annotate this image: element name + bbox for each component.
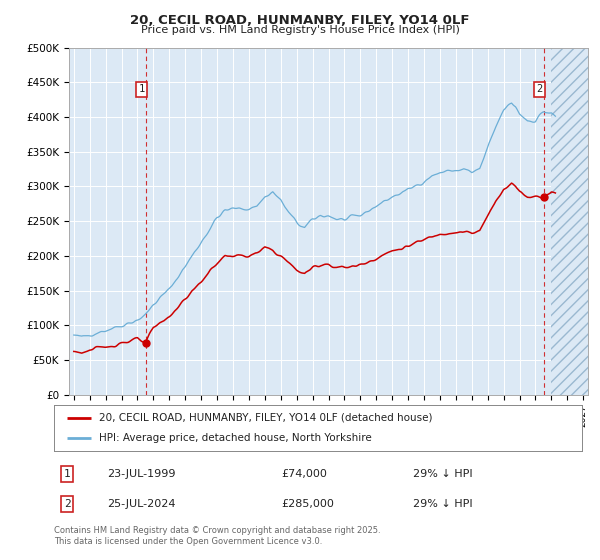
Text: £74,000: £74,000 — [281, 469, 327, 479]
Text: 25-JUL-2024: 25-JUL-2024 — [107, 499, 175, 509]
Text: 20, CECIL ROAD, HUNMANBY, FILEY, YO14 0LF (detached house): 20, CECIL ROAD, HUNMANBY, FILEY, YO14 0L… — [99, 413, 433, 423]
Text: 2: 2 — [64, 499, 71, 509]
Text: HPI: Average price, detached house, North Yorkshire: HPI: Average price, detached house, Nort… — [99, 433, 371, 443]
Text: £285,000: £285,000 — [281, 499, 334, 509]
Bar — [551, 48, 591, 395]
Text: 20, CECIL ROAD, HUNMANBY, FILEY, YO14 0LF: 20, CECIL ROAD, HUNMANBY, FILEY, YO14 0L… — [130, 14, 470, 27]
Text: 29% ↓ HPI: 29% ↓ HPI — [413, 469, 473, 479]
Text: 1: 1 — [139, 84, 145, 94]
Text: 1: 1 — [64, 469, 71, 479]
Text: Price paid vs. HM Land Registry's House Price Index (HPI): Price paid vs. HM Land Registry's House … — [140, 25, 460, 35]
Text: 29% ↓ HPI: 29% ↓ HPI — [413, 499, 473, 509]
Text: 23-JUL-1999: 23-JUL-1999 — [107, 469, 175, 479]
Text: 2: 2 — [536, 84, 542, 94]
Text: Contains HM Land Registry data © Crown copyright and database right 2025.
This d: Contains HM Land Registry data © Crown c… — [54, 526, 380, 546]
